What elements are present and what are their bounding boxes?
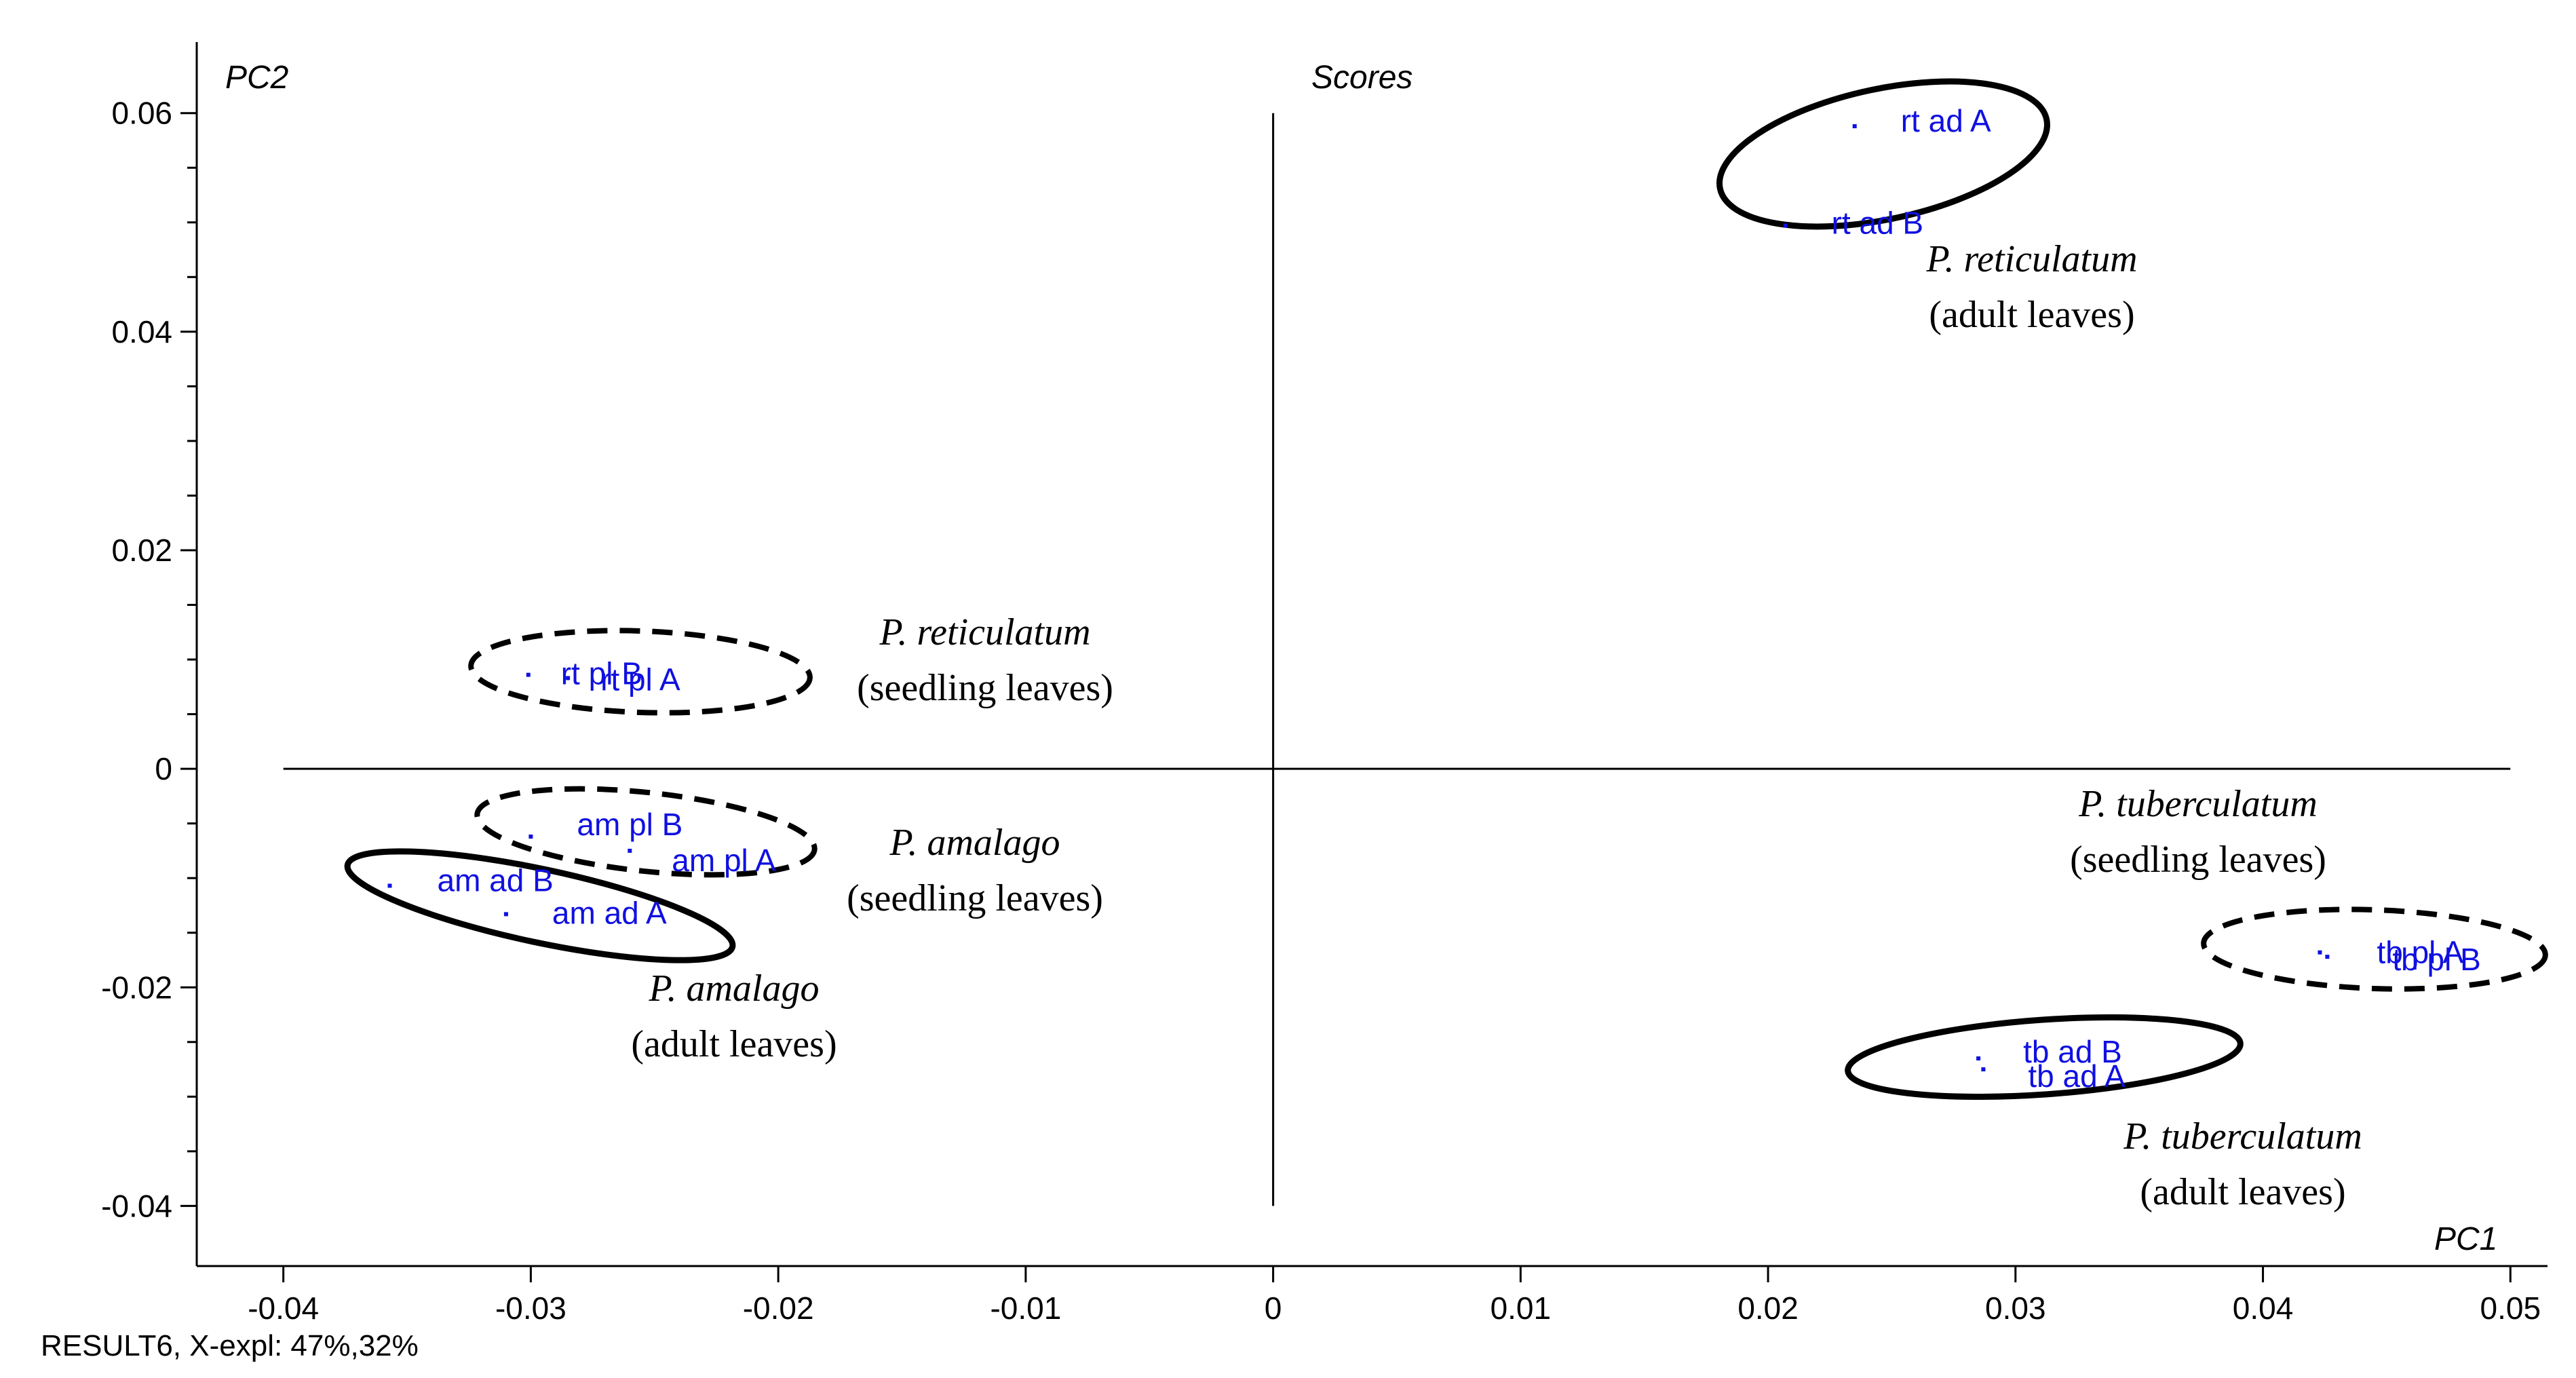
x-tick-label: -0.02 [743,1290,814,1326]
ellipse-tuberculatum-adult [1845,1014,2244,1100]
point-marker-rt-pl-B [526,672,531,677]
y-tick-label: 0.04 [111,314,172,349]
x-tick-label: -0.03 [495,1290,566,1326]
group-label-reticulatum-adult-species: P. reticulatum [1925,238,2137,280]
y-tick-label: 0.02 [111,533,172,568]
group-label-amalago-adult-stage: (adult leaves) [631,1023,837,1065]
group-label-reticulatum-seedling-species: P. reticulatum [879,611,1090,653]
group-label-tuberculatum-seedling-species: P. tuberculatum [2078,783,2318,825]
group-label-amalago-seedling-species: P. amalago [889,822,1060,864]
group-label-reticulatum-adult-stage: (adult leaves) [1929,294,2134,336]
group-ellipses [344,78,2548,1100]
x-tick-label: -0.04 [248,1290,319,1326]
x-tick-label: 0.05 [2480,1290,2541,1326]
group-label-reticulatum-seedling-stage: (seedling leaves) [857,667,1113,709]
y-tick-label: 0 [155,751,172,786]
point-label-rt-ad-A: rt ad A [1901,103,1991,138]
ellipse-tuberculatum-seedling [2201,906,2548,992]
x-tick-label: 0.03 [1985,1290,2046,1326]
ellipse-amalago-seedling [474,786,818,878]
y-tick-label: -0.02 [101,970,172,1005]
point-marker-am-ad-A [503,912,508,917]
x-axis-label: PC1 [2434,1221,2497,1257]
point-marker-tb-ad-A [1981,1067,1986,1072]
point-label-tb-ad-B: tb ad B [2023,1034,2122,1069]
score-points: rt ad A rt ad B rt pl Brt pl A am pl Bam pl… [387,103,2481,1094]
point-marker-am-pl-B [528,834,533,839]
group-label-amalago-seedling-stage: (seedling leaves) [847,877,1103,919]
group-label-tuberculatum-adult-stage: (adult leaves) [2140,1171,2345,1213]
x-tick-label: 0.01 [1491,1290,1552,1326]
ellipse-reticulatum-adult [1716,78,2050,230]
point-marker-tb-pl-B [2325,955,2330,959]
point-marker-tb-pl-A [2318,950,2322,955]
ellipse-amalago-adult [344,848,736,963]
point-label-am-pl-B: am pl B [577,807,683,842]
point-label-rt-pl-A: rt pl A [600,662,680,697]
y-tick-label: -0.04 [101,1188,172,1223]
point-marker-tb-ad-B [1976,1056,1981,1060]
point-label-am-ad-A: am ad A [552,895,667,930]
point-marker-rt-pl-A [566,676,571,681]
point-marker-am-ad-B [387,883,392,888]
x-tick-label: -0.01 [990,1290,1061,1326]
x-tick-label: 0 [1265,1290,1282,1326]
point-label-rt-ad-B: rt ad B [1832,206,1924,241]
ellipse-reticulatum-seedling [468,628,813,716]
group-label-tuberculatum-seedling-stage: (seedling leaves) [2070,839,2326,881]
point-label-tb-ad-A: tb ad A [2028,1058,2126,1094]
y-tick-label: 0.06 [111,96,172,131]
point-label-rt-pl-B: rt pl B [561,656,642,691]
point-marker-rt-ad-B [1783,223,1788,228]
group-label-tuberculatum-adult-species: P. tuberculatum [2123,1115,2362,1157]
y-axis-label: PC2 [225,60,288,96]
point-label-am-ad-B: am ad B [437,862,553,898]
x-tick-label: 0.04 [2233,1290,2294,1326]
footer-result-text: RESULT6, X-expl: 47%,32% [41,1329,419,1362]
axes-frame: -0.04 -0.02 0 0.02 0.04 0.06 -0.04 -0.03 -0.02 -0… [101,42,2548,1326]
group-label-amalago-adult-species: P. amalago [649,968,820,1010]
point-marker-rt-ad-A [1852,124,1857,129]
point-label-tb-pl-B: tb pl B [2392,942,2480,977]
chart-title: Scores [1311,60,1412,96]
x-tick-label: 0.02 [1737,1290,1799,1326]
point-label-am-pl-A: am pl A [672,843,776,878]
point-label-tb-pl-A: tb pl A [2377,935,2463,970]
point-marker-am-pl-A [628,848,632,853]
